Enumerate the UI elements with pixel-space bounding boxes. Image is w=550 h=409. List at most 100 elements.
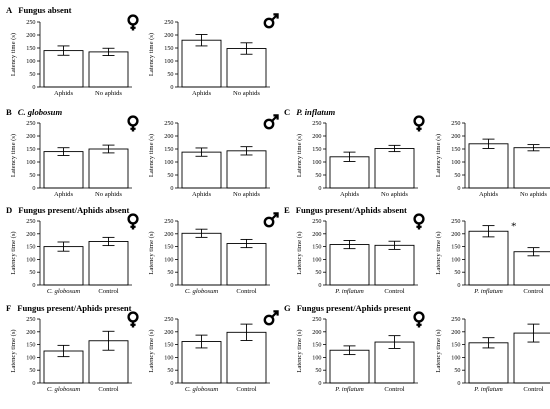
bar [88, 51, 129, 88]
error-bar [102, 330, 115, 351]
y-axis-title: Latency time (s) [10, 231, 17, 274]
y-axis-title: Latency time (s) [10, 134, 17, 177]
chart-panel-d-male: 0 50 100 150 200 250 Latency time (s) C. globos… [148, 212, 279, 295]
y-tick-label: 200 [26, 32, 35, 39]
chart-panel-g-male: 0 50 100 150 200 250 Latency time (s) P. inflat… [435, 316, 550, 393]
panel-title-text: Fungus present/Aphids present [297, 303, 411, 313]
error-bar [527, 247, 540, 257]
y-tick-label: 100 [26, 256, 35, 263]
y-tick-label: 0 [457, 185, 460, 192]
y-tick-label: 200 [164, 32, 173, 39]
bar [43, 50, 84, 88]
category-label: Aphids [340, 191, 359, 198]
panel-title-text: Fungus absent [18, 5, 71, 15]
female-symbol-icon [127, 14, 139, 31]
panel-letter: G [284, 303, 291, 313]
error-bar [388, 240, 401, 250]
panel-title-a: A Fungus absent [6, 5, 72, 15]
panel-letter: E [284, 205, 290, 215]
y-tick-label: 200 [312, 329, 321, 336]
bar [88, 148, 129, 189]
bar [374, 148, 415, 189]
category-label: P. inflatum [334, 386, 364, 393]
y-tick-label: 150 [26, 342, 35, 349]
y-tick-label: 200 [26, 329, 35, 336]
y-axis-title: Latency time (s) [148, 231, 155, 274]
y-tick-label: 200 [164, 133, 173, 140]
panel-title-g: G Fungus present/Aphids present [284, 303, 411, 313]
category-label: Control [236, 386, 256, 393]
category-label: P. inflatum [473, 386, 503, 393]
category-label: No aphids [95, 191, 122, 198]
error-bar [57, 45, 70, 56]
significance-asterisk: * [511, 221, 517, 233]
y-tick-label: 100 [451, 256, 460, 263]
chart-panel-e-male: 0 50 100 150 200 250 Latency time (s) P. inflat… [435, 218, 550, 295]
y-tick-label: 50 [454, 367, 460, 374]
error-bar [240, 238, 253, 249]
y-tick-label: 200 [451, 231, 460, 238]
y-axis-title: Latency time (s) [10, 329, 17, 372]
y-tick-label: 150 [26, 244, 35, 251]
bar [468, 342, 509, 384]
y-tick-label: 0 [457, 282, 460, 289]
y-tick-label: 150 [312, 342, 321, 349]
female-symbol-icon [127, 311, 139, 328]
category-label: C. globosum [185, 386, 219, 393]
error-bar [57, 147, 70, 156]
chart-panel-a-female: 0 50 100 150 200 250 Latency time (s) Aphids No … [10, 14, 139, 97]
category-label: Aphids [192, 191, 211, 198]
chart-panel-e-female: 0 50 100 150 200 250 Latency time (s) P. inflat… [296, 213, 425, 295]
chart-panel-c-male: 0 50 100 150 200 250 Latency time (s) Aphids No … [435, 120, 550, 198]
error-bar [482, 337, 495, 349]
category-label: Control [523, 288, 543, 295]
y-tick-label: 250 [451, 316, 460, 323]
y-tick-label: 50 [315, 269, 321, 276]
y-tick-label: 0 [32, 84, 35, 91]
y-tick-label: 150 [164, 244, 173, 251]
male-symbol-icon [263, 212, 279, 228]
bar [181, 232, 222, 286]
y-tick-label: 150 [26, 45, 35, 52]
category-label: No aphids [520, 191, 547, 198]
female-symbol-icon [127, 213, 139, 230]
y-tick-label: 50 [29, 71, 35, 78]
y-tick-label: 250 [26, 316, 35, 323]
panel-title-text: P. inflatum [296, 107, 335, 117]
y-tick-label: 0 [32, 185, 35, 192]
bar [329, 156, 370, 189]
y-tick-label: 250 [164, 316, 173, 323]
category-label: Aphids [192, 90, 211, 97]
category-label: No aphids [381, 191, 408, 198]
panel-title-b: B C. globosum [6, 107, 62, 117]
chart-panel-d-female: 0 50 100 150 200 250 Latency time (s) C. globos… [10, 213, 139, 295]
error-bar [482, 138, 495, 149]
y-tick-label: 100 [164, 159, 173, 166]
y-tick-label: 50 [167, 367, 173, 374]
category-label: Control [236, 288, 256, 295]
bar [181, 151, 222, 189]
y-tick-label: 250 [451, 120, 460, 127]
bar [468, 143, 509, 189]
y-axis-title: Latency time (s) [296, 329, 303, 372]
panel-title-f: F Fungus present/Aphids present [6, 303, 132, 313]
error-bar [527, 323, 540, 343]
y-tick-label: 100 [451, 354, 460, 361]
error-bar [527, 144, 540, 152]
error-bar [195, 147, 208, 157]
error-bar [102, 47, 115, 56]
error-bar [482, 225, 495, 238]
y-axis-title: Latency time (s) [296, 134, 303, 177]
y-tick-label: 200 [312, 231, 321, 238]
error-bar [195, 228, 208, 238]
chart-panel-f-female: 0 50 100 150 200 250 Latency time (s) C. globos… [10, 311, 139, 393]
category-label: Control [98, 288, 118, 295]
error-bar [195, 334, 208, 349]
bar [329, 349, 370, 384]
bar [226, 243, 267, 286]
y-tick-label: 50 [315, 367, 321, 374]
female-symbol-icon [413, 115, 425, 132]
y-tick-label: 50 [454, 172, 460, 179]
error-bar [343, 240, 356, 250]
